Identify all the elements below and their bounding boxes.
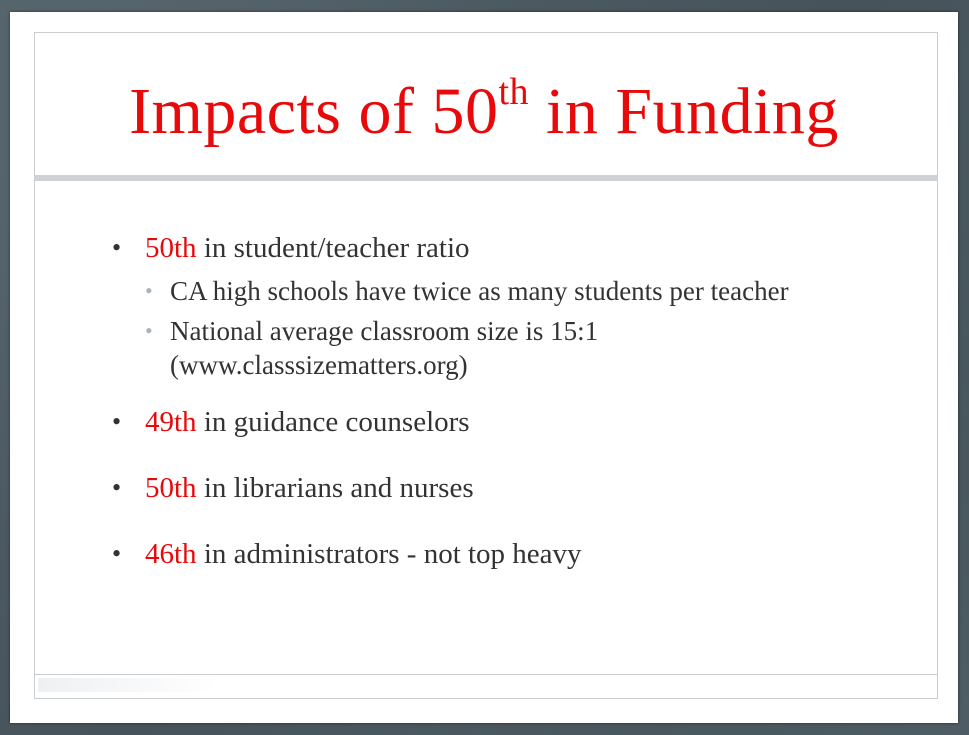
bullet-list: • 50th in student/teacher ratio • CA high … xyxy=(108,230,868,572)
title-superscript: th xyxy=(498,71,530,113)
bullet-item: • 46th in administrators - not top heavy xyxy=(108,536,868,572)
sub-bullet-item: • National average classroom size is 15:1… xyxy=(108,314,868,382)
bullet-highlight: 50th xyxy=(145,472,197,504)
bullet-marker: • xyxy=(112,473,122,502)
sub-bullet-text: National average classroom size is 15:1 … xyxy=(170,316,599,380)
bullet-marker: • xyxy=(112,407,122,436)
bullet-highlight: 46th xyxy=(145,538,197,570)
bullet-item: • 50th in student/teacher ratio xyxy=(108,230,868,266)
title-end: in Funding xyxy=(529,75,839,148)
footer-accent xyxy=(38,678,218,692)
bullet-marker: • xyxy=(112,539,122,568)
bullet-text: in guidance counselors xyxy=(196,406,470,438)
sub-bullet-item: • CA high schools have twice as many stud… xyxy=(108,274,868,308)
sub-bullet-marker: • xyxy=(145,278,153,303)
bullet-text: in student/teacher ratio xyxy=(196,232,470,264)
slide-title: Impacts of 50th in Funding xyxy=(10,72,958,152)
sub-bullet-text: CA high schools have twice as many stude… xyxy=(170,276,789,306)
footer-divider xyxy=(34,674,938,675)
sub-bullet-marker: • xyxy=(145,318,153,343)
bullet-item: • 49th in guidance counselors xyxy=(108,404,868,440)
bullet-marker: • xyxy=(112,233,122,262)
bullet-text: in librarians and nurses xyxy=(196,472,474,504)
slide-border xyxy=(34,32,938,699)
title-main: Impacts of 50 xyxy=(129,75,499,148)
bullet-highlight: 49th xyxy=(145,406,197,438)
bullet-text: in administrators - not top heavy xyxy=(196,538,582,570)
sub-bullet-list: • CA high schools have twice as many stud… xyxy=(108,274,868,382)
bullet-item: • 50th in librarians and nurses xyxy=(108,470,868,506)
slide: Impacts of 50th in Funding • 50th in stud… xyxy=(10,12,958,723)
title-divider xyxy=(34,175,938,181)
bullet-highlight: 50th xyxy=(145,232,197,264)
